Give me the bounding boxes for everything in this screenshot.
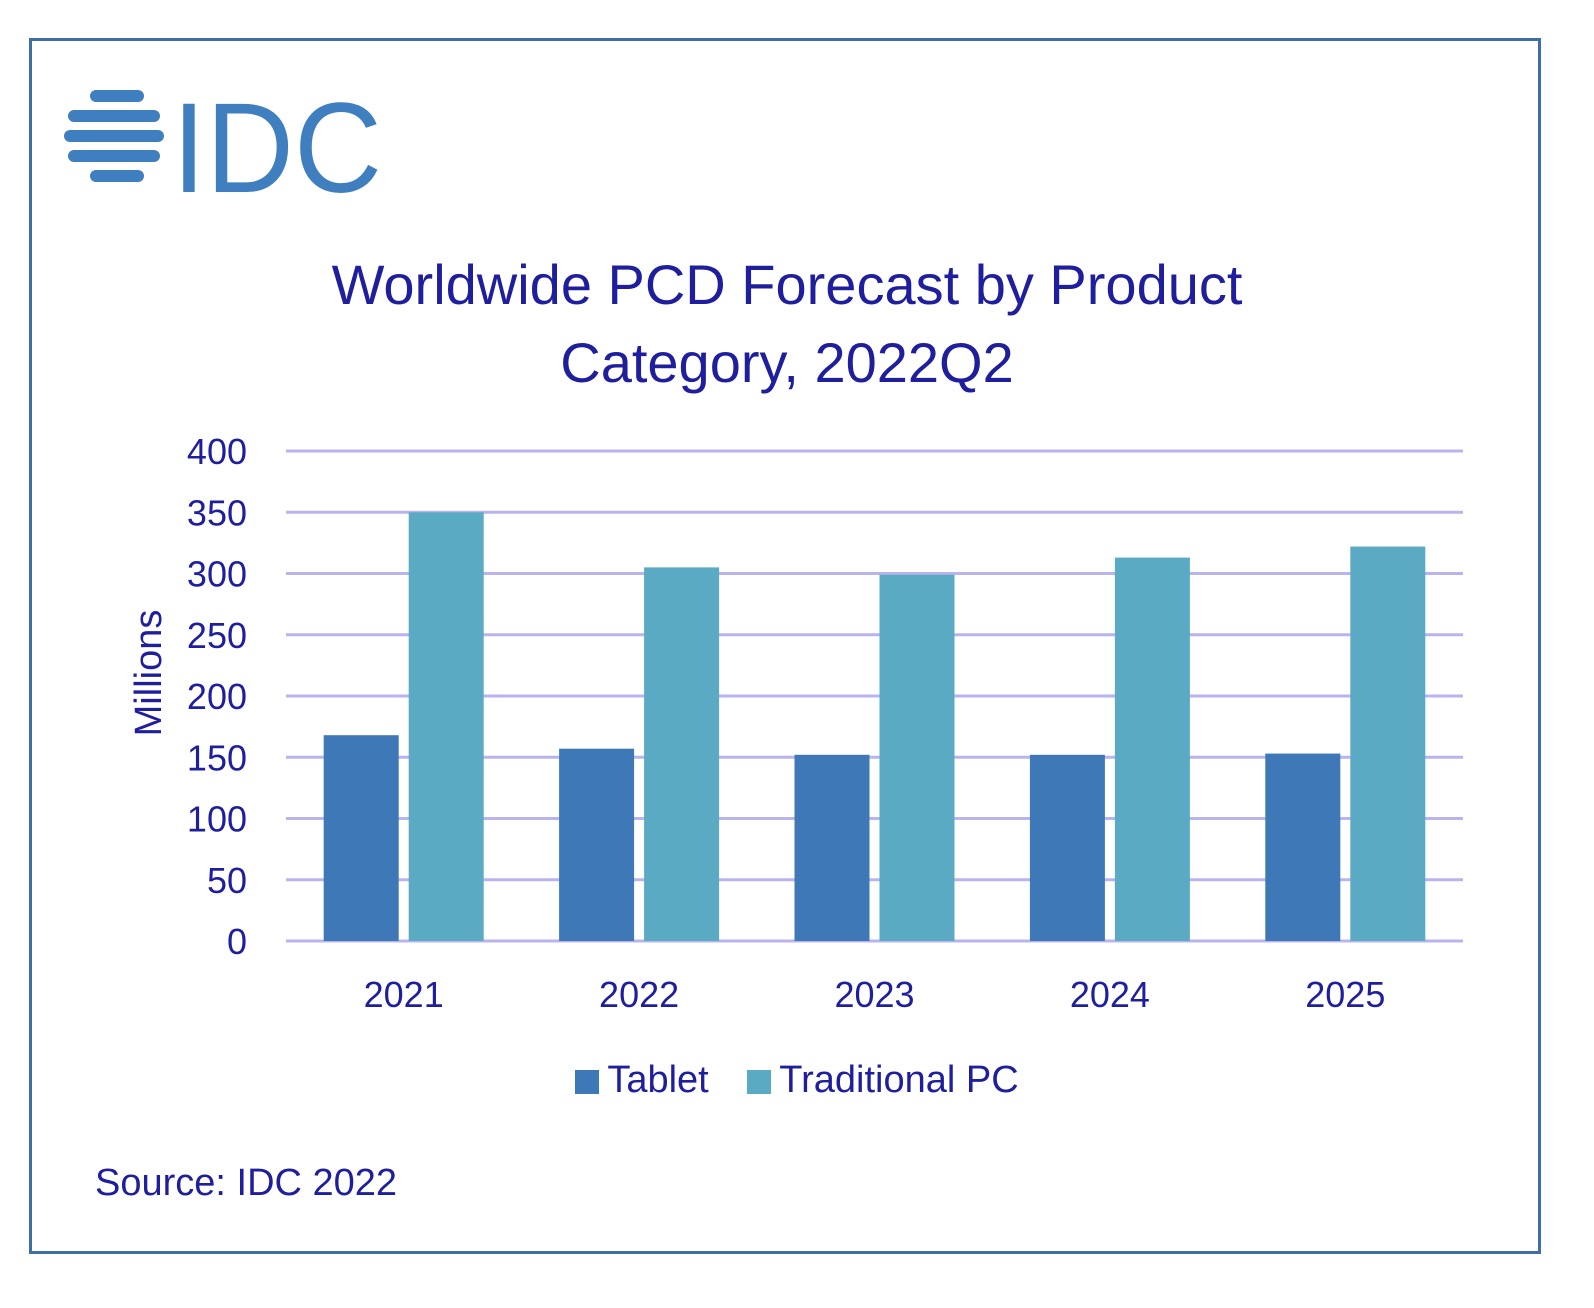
bar-tablet-2024 [1029, 754, 1105, 941]
y-tick-label: 300 [187, 554, 247, 595]
legend-label-traditional-pc: Traditional PC [779, 1059, 1019, 1102]
bar-traditional-pc-2023 [879, 574, 955, 941]
legend-label-tablet: Tablet [607, 1059, 709, 1102]
bar-traditional-pc-2021 [408, 512, 484, 941]
x-tick-label: 2024 [1070, 974, 1150, 1015]
source-note: Source: IDC 2022 [95, 1162, 398, 1204]
y-tick-label: 0 [227, 921, 247, 962]
bar-tablet-2022 [559, 748, 635, 941]
bar-tablet-2025 [1265, 753, 1341, 941]
bar-traditional-pc-2024 [1114, 557, 1190, 941]
bar-tablet-2021 [323, 735, 399, 941]
y-tick-label: 250 [187, 615, 247, 656]
y-tick-label: 150 [187, 737, 247, 778]
chart-title: Worldwide PCD Forecast by Product Catego… [180, 246, 1394, 402]
y-tick-label: 50 [207, 860, 247, 901]
logo-text: IDC [172, 82, 382, 202]
y-tick-label: 350 [187, 492, 247, 533]
chart-title-line-2: Category, 2022Q2 [560, 331, 1014, 394]
bar-tablet-2023 [794, 754, 870, 941]
x-tick-label: 2023 [834, 974, 914, 1015]
legend-item-traditional-pc: Traditional PC [747, 1059, 1019, 1102]
globe-icon [64, 90, 164, 182]
bar-traditional-pc-2022 [644, 567, 720, 941]
legend-swatch-traditional-pc [747, 1070, 772, 1095]
x-tick-label: 2025 [1305, 974, 1385, 1015]
bar-traditional-pc-2025 [1350, 546, 1426, 941]
x-tick-label: 2022 [599, 974, 679, 1015]
y-tick-label: 100 [187, 799, 247, 840]
x-tick-label: 2021 [364, 974, 444, 1015]
y-axis-label: Millions [128, 610, 170, 737]
legend-swatch-tablet [575, 1070, 600, 1095]
chart-title-line-1: Worldwide PCD Forecast by Product [331, 253, 1243, 316]
idc-logo: IDC [64, 82, 382, 202]
chart-frame [29, 38, 1541, 1254]
y-tick-label: 400 [187, 431, 247, 472]
legend-item-tablet: Tablet [575, 1059, 709, 1102]
legend: Tablet Traditional PC [0, 1058, 1594, 1102]
y-tick-label: 200 [187, 676, 247, 717]
